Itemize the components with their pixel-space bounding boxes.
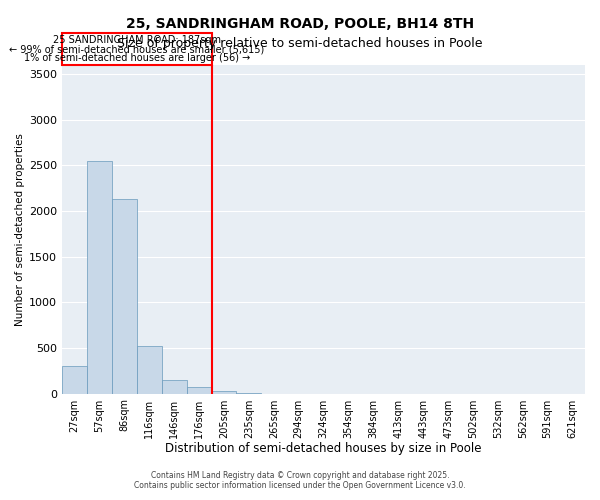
Text: Size of property relative to semi-detached houses in Poole: Size of property relative to semi-detach… [117, 38, 483, 51]
Text: 1% of semi-detached houses are larger (56) →: 1% of semi-detached houses are larger (5… [24, 53, 250, 63]
Y-axis label: Number of semi-detached properties: Number of semi-detached properties [15, 133, 25, 326]
Bar [62, 366, 87, 394]
Text: Contains HM Land Registry data © Crown copyright and database right 2025.
Contai: Contains HM Land Registry data © Crown c… [134, 470, 466, 490]
Text: ← 99% of semi-detached houses are smaller (5,615): ← 99% of semi-detached houses are smalle… [9, 44, 265, 54]
Text: 25, SANDRINGHAM ROAD, POOLE, BH14 8TH: 25, SANDRINGHAM ROAD, POOLE, BH14 8TH [126, 18, 474, 32]
FancyBboxPatch shape [62, 33, 212, 65]
Bar [137, 346, 162, 394]
Bar [87, 161, 112, 394]
Bar [162, 380, 187, 394]
Bar [236, 392, 262, 394]
Bar [187, 387, 212, 394]
X-axis label: Distribution of semi-detached houses by size in Poole: Distribution of semi-detached houses by … [166, 442, 482, 455]
Bar [112, 199, 137, 394]
Bar [212, 391, 236, 394]
Text: 25 SANDRINGHAM ROAD: 187sqm: 25 SANDRINGHAM ROAD: 187sqm [53, 35, 221, 45]
